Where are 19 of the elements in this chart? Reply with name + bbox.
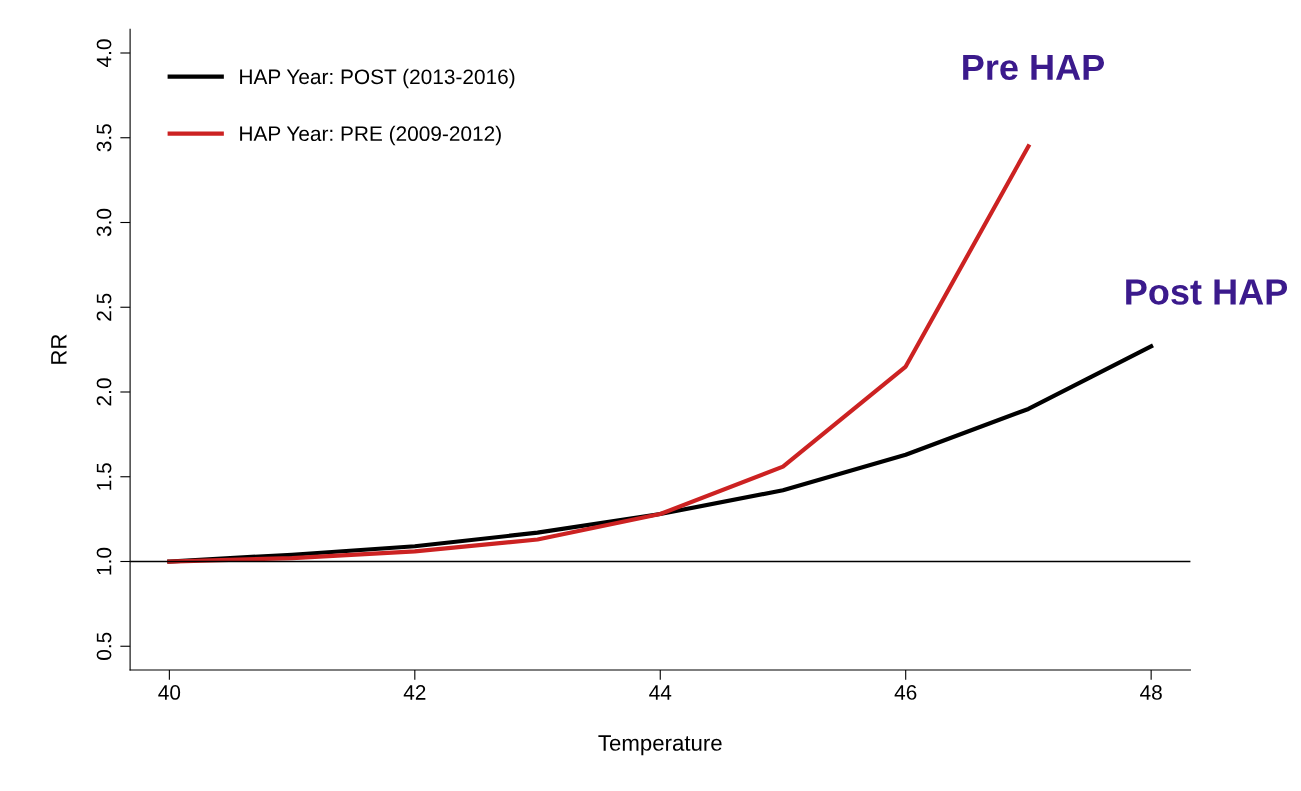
- y-tick-label: 3.0: [96, 208, 112, 237]
- x-tick-label: 48: [1140, 685, 1162, 700]
- annotation: Post HAP: [1126, 279, 1288, 305]
- y-tick-label: 1.5: [96, 463, 112, 490]
- y-tick-label: 2.0: [96, 378, 112, 406]
- y-tick-label: 0.5: [96, 632, 112, 660]
- x-tick-label: 40: [158, 685, 181, 700]
- x-axis-title: Temperature: [598, 735, 722, 756]
- x-tick-label: 42: [403, 685, 426, 700]
- x-tick-label: 46: [894, 685, 917, 700]
- annotation: Pre HAP: [963, 54, 1105, 81]
- y-tick-label: 2.5: [96, 293, 112, 321]
- y-axis-title: RR: [51, 334, 67, 364]
- y-tick-label: 3.5: [96, 124, 112, 152]
- x-tick-label: 44: [649, 685, 672, 700]
- legend-label: HAP Year: POST (2013-2016): [240, 68, 515, 89]
- legend-label: HAP Year: PRE (2009-2012): [240, 125, 501, 146]
- y-tick-label: 4.0: [96, 39, 112, 67]
- y-tick-label: 1.0: [96, 547, 112, 575]
